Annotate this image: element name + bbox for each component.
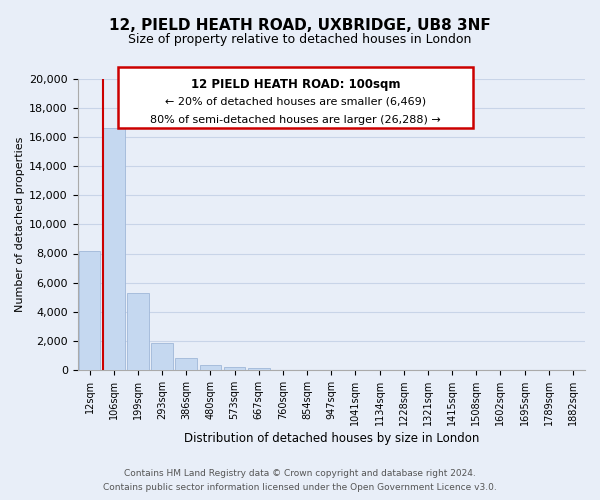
Text: Contains public sector information licensed under the Open Government Licence v3: Contains public sector information licen… <box>103 484 497 492</box>
Text: Size of property relative to detached houses in London: Size of property relative to detached ho… <box>128 32 472 46</box>
FancyBboxPatch shape <box>118 68 473 128</box>
Y-axis label: Number of detached properties: Number of detached properties <box>15 136 25 312</box>
Bar <box>248 368 269 370</box>
Bar <box>151 343 173 370</box>
Text: Contains HM Land Registry data © Crown copyright and database right 2024.: Contains HM Land Registry data © Crown c… <box>124 468 476 477</box>
Text: ← 20% of detached houses are smaller (6,469): ← 20% of detached houses are smaller (6,… <box>165 96 426 106</box>
Text: 12 PIELD HEATH ROAD: 100sqm: 12 PIELD HEATH ROAD: 100sqm <box>191 78 400 92</box>
X-axis label: Distribution of detached houses by size in London: Distribution of detached houses by size … <box>184 432 479 445</box>
Text: 12, PIELD HEATH ROAD, UXBRIDGE, UB8 3NF: 12, PIELD HEATH ROAD, UXBRIDGE, UB8 3NF <box>109 18 491 32</box>
Bar <box>79 250 100 370</box>
Bar <box>127 293 149 370</box>
Bar <box>175 358 197 370</box>
Bar <box>224 368 245 370</box>
Bar <box>103 128 125 370</box>
Bar <box>200 366 221 370</box>
Text: 80% of semi-detached houses are larger (26,288) →: 80% of semi-detached houses are larger (… <box>151 115 441 125</box>
